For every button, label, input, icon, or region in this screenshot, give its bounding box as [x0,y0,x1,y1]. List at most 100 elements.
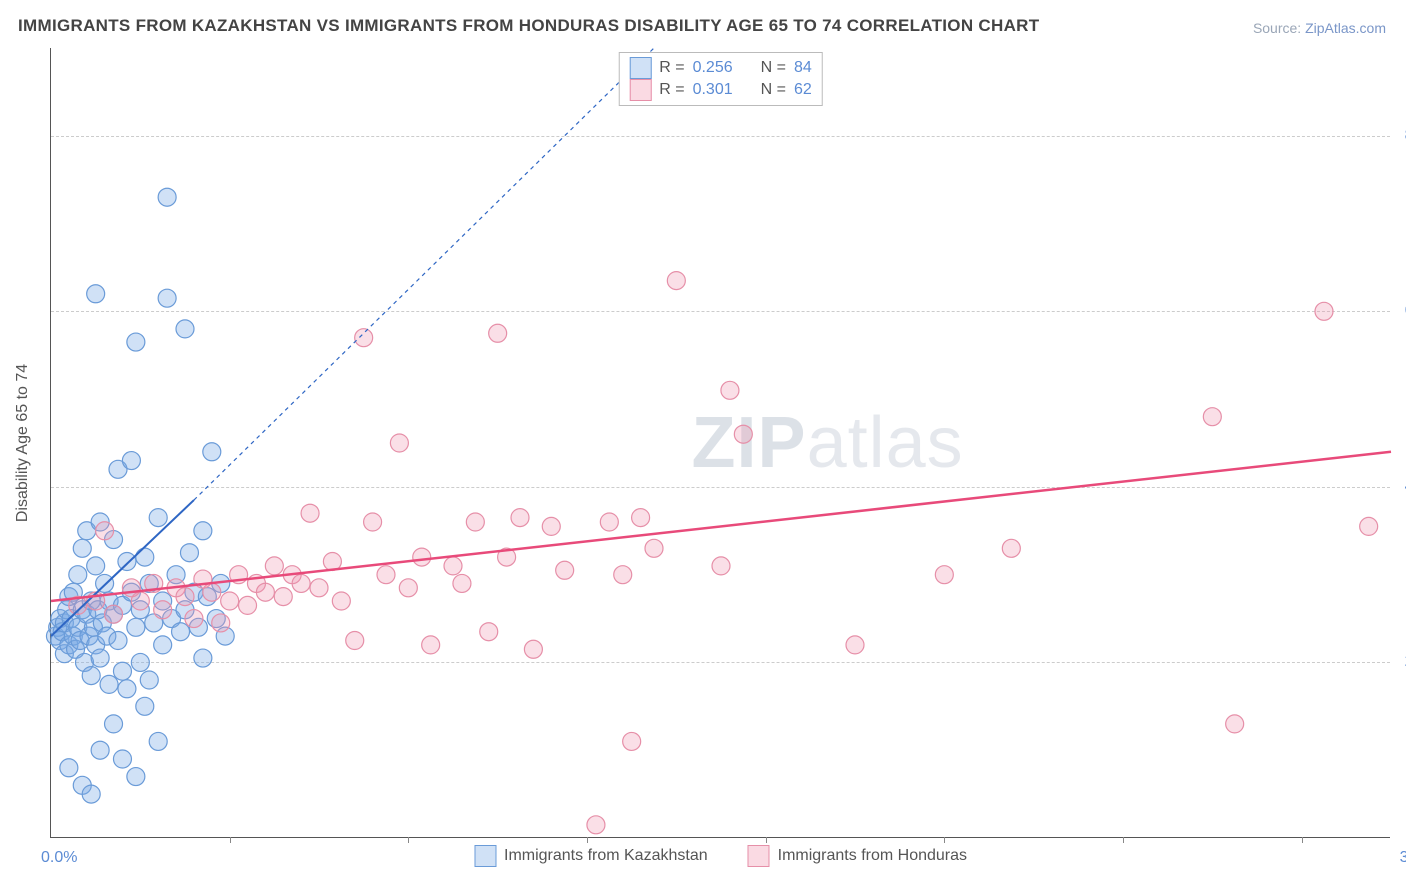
r-value-hn: 0.301 [693,81,733,99]
point-kazakhstan [82,785,100,803]
point-kazakhstan [154,636,172,654]
point-honduras [480,623,498,641]
point-honduras [364,513,382,531]
source-prefix: Source: [1253,20,1305,36]
chart-svg [51,48,1390,837]
point-kazakhstan [113,750,131,768]
point-honduras [524,640,542,658]
x-tick-mark [587,837,588,843]
point-honduras [846,636,864,654]
point-honduras [346,632,364,650]
point-honduras [712,557,730,575]
r-value-kz: 0.256 [693,59,733,77]
x-tick-mark [408,837,409,843]
point-honduras [489,324,507,342]
n-value-kz: 84 [794,59,812,77]
point-kazakhstan [87,557,105,575]
point-honduras [377,566,395,584]
point-kazakhstan [100,675,118,693]
point-honduras [556,561,574,579]
point-kazakhstan [172,623,190,641]
point-kazakhstan [105,715,123,733]
point-honduras [632,509,650,527]
point-honduras [131,592,149,610]
trendline-honduras [51,452,1391,601]
point-honduras [203,583,221,601]
source-link[interactable]: ZipAtlas.com [1305,20,1386,36]
source-credit: Source: ZipAtlas.com [1253,20,1386,36]
point-honduras [265,557,283,575]
point-honduras [542,517,560,535]
point-kazakhstan [203,443,221,461]
x-tick-mark [1302,837,1303,843]
point-honduras [1360,517,1378,535]
point-honduras [721,381,739,399]
point-honduras [239,596,257,614]
point-honduras [1203,408,1221,426]
point-honduras [466,513,484,531]
point-kazakhstan [194,649,212,667]
swatch-pink [629,79,651,101]
point-honduras [310,579,328,597]
point-honduras [1315,302,1333,320]
legend-label-hn: Immigrants from Honduras [778,847,967,865]
point-honduras [645,539,663,557]
point-honduras [105,605,123,623]
point-honduras [1226,715,1244,733]
point-honduras [667,272,685,290]
point-honduras [221,592,239,610]
point-honduras [185,610,203,628]
point-honduras [1002,539,1020,557]
point-kazakhstan [118,680,136,698]
swatch-blue [474,845,496,867]
point-honduras [212,614,230,632]
point-kazakhstan [158,188,176,206]
point-honduras [734,425,752,443]
point-kazakhstan [131,653,149,671]
point-honduras [614,566,632,584]
point-honduras [154,601,172,619]
n-label: N = [761,81,786,99]
swatch-blue [629,57,651,79]
point-kazakhstan [158,289,176,307]
point-kazakhstan [127,768,145,786]
r-label: R = [659,59,684,77]
trendline-ext-kazakhstan [194,48,654,500]
point-kazakhstan [136,697,154,715]
point-kazakhstan [149,509,167,527]
point-honduras [355,329,373,347]
x-tick-mark [230,837,231,843]
x-axis-max-label: 30.0% [1400,849,1406,867]
point-honduras [600,513,618,531]
r-label: R = [659,81,684,99]
point-honduras [292,574,310,592]
legend-row-honduras: R = 0.301 N = 62 [629,79,812,101]
point-honduras [332,592,350,610]
point-honduras [256,583,274,601]
point-honduras [511,509,529,527]
point-honduras [413,548,431,566]
plot-area: Disability Age 65 to 74 ZIPatlas R = 0.2… [50,48,1390,838]
point-honduras [301,504,319,522]
point-kazakhstan [140,671,158,689]
point-honduras [935,566,953,584]
legend-item-honduras: Immigrants from Honduras [748,845,967,867]
point-kazakhstan [118,553,136,571]
point-kazakhstan [91,649,109,667]
n-label: N = [761,59,786,77]
x-tick-mark [944,837,945,843]
y-axis-title: Disability Age 65 to 74 [14,363,32,521]
point-kazakhstan [149,732,167,750]
point-honduras [96,522,114,540]
point-honduras [399,579,417,597]
point-honduras [422,636,440,654]
point-kazakhstan [69,566,87,584]
point-kazakhstan [60,759,78,777]
n-value-hn: 62 [794,81,812,99]
point-kazakhstan [91,741,109,759]
point-kazakhstan [180,544,198,562]
point-kazakhstan [127,618,145,636]
point-honduras [453,574,471,592]
point-kazakhstan [127,333,145,351]
point-honduras [444,557,462,575]
